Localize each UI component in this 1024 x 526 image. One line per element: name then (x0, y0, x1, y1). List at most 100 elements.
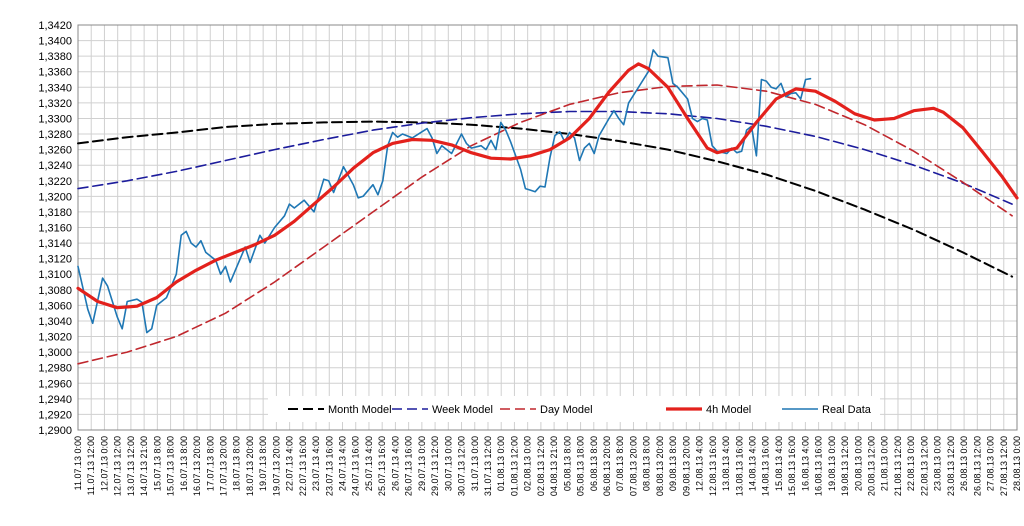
y-tick-label: 1,3020 (38, 332, 72, 344)
x-tick-label: 09.08.13 8:00 (668, 436, 678, 491)
x-tick-label: 19.07.13 20:00 (271, 436, 281, 496)
y-tick-label: 1,3340 (38, 82, 72, 94)
y-tick-label: 1,3220 (38, 176, 72, 188)
x-tick-label: 22.07.13 16:00 (298, 436, 308, 496)
y-tick-label: 1,3000 (38, 347, 72, 359)
x-tick-label: 31.07.13 12:00 (483, 436, 493, 496)
x-tick-label: 15.08.13 16:00 (787, 436, 797, 496)
y-tick-label: 1,3380 (38, 51, 72, 63)
y-tick-label: 1,3180 (38, 207, 72, 219)
x-tick-label: 23.07.13 16:00 (324, 436, 334, 496)
legend-label: Week Model (432, 404, 493, 416)
x-tick-label: 15.07.13 8:00 (152, 436, 162, 491)
x-tick-label: 30.07.13 12:00 (457, 436, 467, 496)
y-tick-label: 1,3100 (38, 269, 72, 281)
x-tick-label: 28.08.13 0:00 (1012, 436, 1022, 491)
x-tick-label: 08.08.13 20:00 (655, 436, 665, 496)
x-tick-label: 22.08.13 0:00 (906, 436, 916, 491)
legend: Month Model Week Model Day Model 4h Model Re… (268, 396, 880, 422)
x-tick-label: 21.08.13 0:00 (880, 436, 890, 491)
y-tick-label: 1,3280 (38, 129, 72, 141)
y-tick-label: 1,2980 (38, 363, 72, 375)
x-tick-label: 15.08.13 4:00 (774, 436, 784, 491)
x-tick-label: 23.08.13 12:00 (946, 436, 956, 496)
x-tick-label: 14.08.13 16:00 (761, 436, 771, 496)
x-tick-label: 24.07.13 4:00 (338, 436, 348, 491)
x-tick-label: 13.08.13 16:00 (734, 436, 744, 496)
x-tick-label: 20.08.13 0:00 (853, 436, 863, 491)
x-tick-label: 01.08.13 0:00 (496, 436, 506, 491)
x-tick-label: 04.08.13 21:00 (549, 436, 559, 496)
x-tick-label: 13.08.13 4:00 (721, 436, 731, 491)
x-tick-label: 29.07.13 0:00 (417, 436, 427, 491)
legend-box (268, 396, 880, 422)
x-tick-label: 25.07.13 16:00 (377, 436, 387, 496)
x-tick-label: 26.08.13 12:00 (972, 436, 982, 496)
x-tick-label: 06.08.13 8:00 (589, 436, 599, 491)
y-tick-label: 1,3420 (38, 20, 72, 32)
x-tick-label: 25.07.13 4:00 (364, 436, 374, 491)
y-tick-label: 1,3300 (38, 113, 72, 125)
x-tick-label: 29.07.13 12:00 (430, 436, 440, 496)
x-tick-label: 23.07.13 4:00 (311, 436, 321, 491)
x-tick-label: 23.08.13 0:00 (933, 436, 943, 491)
x-tick-label: 18.07.13 8:00 (232, 436, 242, 491)
x-tick-label: 06.08.13 20:00 (602, 436, 612, 496)
x-tick-label: 18.07.13 20:00 (245, 436, 255, 496)
x-tick-label: 19.08.13 12:00 (840, 436, 850, 496)
series-lines (76, 49, 1019, 365)
x-tick-label: 12.08.13 16:00 (708, 436, 718, 496)
x-tick-label: 05.08.13 8:00 (562, 436, 572, 491)
x-tick-label: 08.08.13 8:00 (642, 436, 652, 491)
y-tick-label: 1,3200 (38, 191, 72, 203)
x-tick-label: 12.07.13 12:00 (113, 436, 123, 496)
y-axis-tick-labels: 1,2900 1,2920 1,2940 1,2960 1,2980 1,3000 1,30… (38, 20, 72, 437)
x-tick-label: 27.08.13 0:00 (986, 436, 996, 491)
series-line-4h-model (76, 62, 1019, 310)
x-tick-label: 17.07.13 20:00 (218, 436, 228, 496)
series-line-month-model (77, 120, 1014, 278)
legend-label: Month Model (328, 404, 392, 416)
x-tick-label: 30.07.13 0:00 (443, 436, 453, 491)
y-tick-label: 1,3260 (38, 145, 72, 157)
x-tick-label: 01.08.13 12:00 (509, 436, 519, 496)
y-tick-label: 1,3400 (38, 36, 72, 48)
x-tick-label: 17.07.13 8:00 (205, 436, 215, 491)
y-tick-label: 1,3040 (38, 316, 72, 328)
x-tick-label: 07.08.13 20:00 (628, 436, 638, 496)
x-tick-label: 22.08.13 12:00 (919, 436, 929, 496)
x-tick-label: 16.08.13 16:00 (814, 436, 824, 496)
x-tick-label: 05.08.13 18:00 (576, 436, 586, 496)
plot-area-border (77, 24, 1018, 431)
x-tick-label: 26.07.13 4:00 (390, 436, 400, 491)
series-line-day-model (77, 84, 1013, 365)
y-tick-label: 1,3120 (38, 254, 72, 266)
y-tick-label: 1,2940 (38, 394, 72, 406)
y-tick-label: 1,3080 (38, 285, 72, 297)
gridlines (77, 24, 1018, 431)
x-tick-label: 16.08.13 4:00 (800, 436, 810, 491)
x-tick-label: 09.08.13 20:00 (681, 436, 691, 496)
x-tick-label: 16.07.13 8:00 (179, 436, 189, 491)
x-tick-label: 20.08.13 12:00 (867, 436, 877, 496)
y-tick-label: 1,3240 (38, 160, 72, 172)
x-tick-label: 22.07.13 4:00 (285, 436, 295, 491)
x-tick-label: 19.07.13 8:00 (258, 436, 268, 491)
legend-label: 4h Model (706, 404, 751, 416)
x-tick-label: 26.08.13 0:00 (959, 436, 969, 491)
y-tick-label: 1,2960 (38, 378, 72, 390)
x-axis-tick-labels: 11.07.13 0:00 11.07.13 12:00 12.07.13 0:00… (73, 436, 1022, 496)
x-tick-label: 27.08.13 12:00 (999, 436, 1009, 496)
x-tick-label: 11.07.13 0:00 (73, 436, 83, 490)
series-line-real-data (77, 49, 812, 334)
x-tick-label: 19.08.13 0:00 (827, 436, 837, 491)
x-tick-label: 16.07.13 20:00 (192, 436, 202, 496)
x-tick-label: 12.07.13 0:00 (99, 436, 109, 491)
x-tick-label: 15.07.13 18:00 (166, 436, 176, 496)
legend-label: Real Data (822, 404, 872, 416)
y-tick-label: 1,3320 (38, 98, 72, 110)
x-tick-label: 13.07.13 12:00 (126, 436, 136, 496)
y-tick-label: 1,3160 (38, 223, 72, 235)
y-tick-label: 1,3060 (38, 300, 72, 312)
